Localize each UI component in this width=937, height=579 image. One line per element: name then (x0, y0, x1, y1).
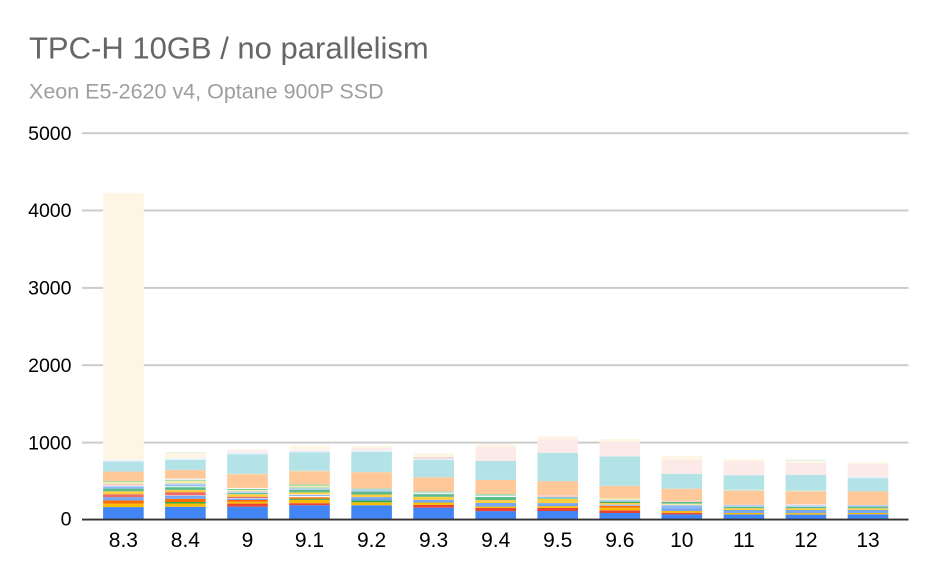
svg-text:12: 12 (794, 529, 817, 552)
svg-text:13: 13 (856, 529, 879, 552)
svg-text:9.1: 9.1 (295, 529, 324, 552)
svg-text:2000: 2000 (28, 355, 72, 377)
svg-text:8.4: 8.4 (171, 529, 201, 552)
svg-text:10: 10 (670, 529, 693, 552)
svg-text:TPC-H 10GB / no parallelism: TPC-H 10GB / no parallelism (29, 31, 429, 66)
svg-text:9.4: 9.4 (481, 529, 511, 552)
svg-text:9: 9 (242, 529, 254, 552)
svg-text:9.2: 9.2 (357, 529, 386, 552)
svg-text:11: 11 (733, 529, 755, 552)
svg-text:5000: 5000 (28, 123, 72, 145)
svg-text:1000: 1000 (28, 432, 72, 454)
svg-text:9.5: 9.5 (543, 529, 572, 552)
svg-text:Xeon E5-2620 v4, Optane 900P S: Xeon E5-2620 v4, Optane 900P SSD (29, 80, 384, 104)
svg-text:9.6: 9.6 (605, 529, 634, 552)
svg-text:3000: 3000 (28, 278, 72, 300)
svg-text:9.3: 9.3 (419, 529, 448, 552)
svg-text:0: 0 (61, 509, 72, 531)
svg-text:8.3: 8.3 (109, 529, 138, 552)
svg-text:4000: 4000 (28, 200, 72, 222)
